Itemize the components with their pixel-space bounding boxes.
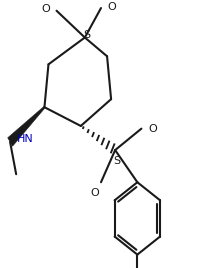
Text: O: O	[148, 124, 157, 134]
Text: S: S	[83, 30, 90, 40]
Text: O: O	[41, 4, 50, 14]
Text: HN: HN	[17, 134, 34, 144]
Text: S: S	[114, 156, 121, 166]
Text: O: O	[108, 2, 117, 12]
Polygon shape	[8, 106, 45, 146]
Text: O: O	[90, 188, 99, 198]
